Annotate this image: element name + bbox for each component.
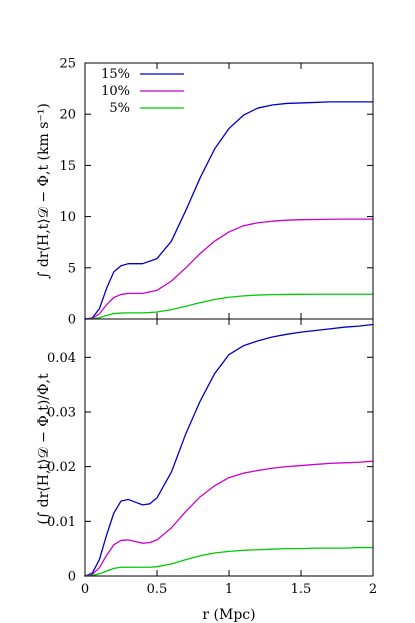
top-series-line-0 bbox=[84, 101, 374, 320]
top-series-line-1 bbox=[84, 218, 374, 320]
bottom-panel-frame bbox=[84, 318, 374, 577]
bottom-x-tick-label-1: 0.5 bbox=[147, 582, 168, 597]
top-y-tick-label-2: 10 bbox=[59, 210, 76, 225]
bottom-series-line-2 bbox=[84, 546, 374, 577]
bottom-panel-series bbox=[84, 323, 374, 577]
legend-label-10: 10% bbox=[101, 84, 130, 99]
top-y-tick-label-1: 5 bbox=[68, 261, 76, 276]
bottom-y-tick-label-0: 0 bbox=[68, 570, 76, 585]
bottom-x-tick-label-0: 0 bbox=[81, 582, 89, 597]
bottom-y-axis-title: (∫ dr⟨H,t⟩𝒟 − Φ,t)/Φ,t bbox=[36, 373, 52, 525]
bottom-x-tick-label-3: 1.5 bbox=[291, 582, 312, 597]
top-y-tick-label-0: 0 bbox=[68, 313, 76, 328]
top-y-tick-label-4: 20 bbox=[59, 108, 76, 123]
top-y-tick-label-5: 25 bbox=[59, 57, 76, 72]
top-y-tick-label-3: 15 bbox=[59, 159, 76, 174]
top-series-line-2 bbox=[84, 293, 374, 320]
bottom-panel-ticks: 0 0.5 1 1.5 2 0 0.01 0.02 0.03 0.04 bbox=[47, 319, 377, 597]
bottom-x-tick-label-4: 2 bbox=[369, 582, 377, 597]
x-axis-title: r (Mpc) bbox=[202, 607, 255, 623]
bottom-y-tick-label-4: 0.04 bbox=[47, 351, 76, 366]
top-panel-ticks: 0 5 10 15 20 25 bbox=[59, 57, 374, 328]
top-y-axis-title: ∫ dr⟨H,t⟩𝒟 − Φ,t (km s⁻¹) bbox=[36, 103, 52, 279]
bottom-panel: 0 0.5 1 1.5 2 0 0.01 0.02 0.03 0.04 (∫ dr⟨H,t⟩𝒟 −… bbox=[36, 318, 377, 623]
top-panel: 0 5 10 15 20 25 15% 10% 5% ∫ dr⟨H,t⟩𝒟 − Φ,t (… bbox=[36, 57, 374, 328]
bottom-y-tick-label-1: 0.01 bbox=[47, 515, 76, 530]
legend-label-15: 15% bbox=[101, 67, 130, 82]
bottom-series-line-0 bbox=[84, 323, 374, 577]
bottom-y-tick-label-2: 0.02 bbox=[47, 460, 76, 475]
top-panel-series bbox=[84, 101, 374, 320]
bottom-y-tick-label-3: 0.03 bbox=[47, 405, 76, 420]
legend: 15% 10% 5% bbox=[101, 67, 184, 116]
bottom-x-tick-label-2: 1 bbox=[225, 582, 233, 597]
bottom-series-line-1 bbox=[84, 460, 374, 577]
legend-label-5: 5% bbox=[109, 101, 130, 116]
